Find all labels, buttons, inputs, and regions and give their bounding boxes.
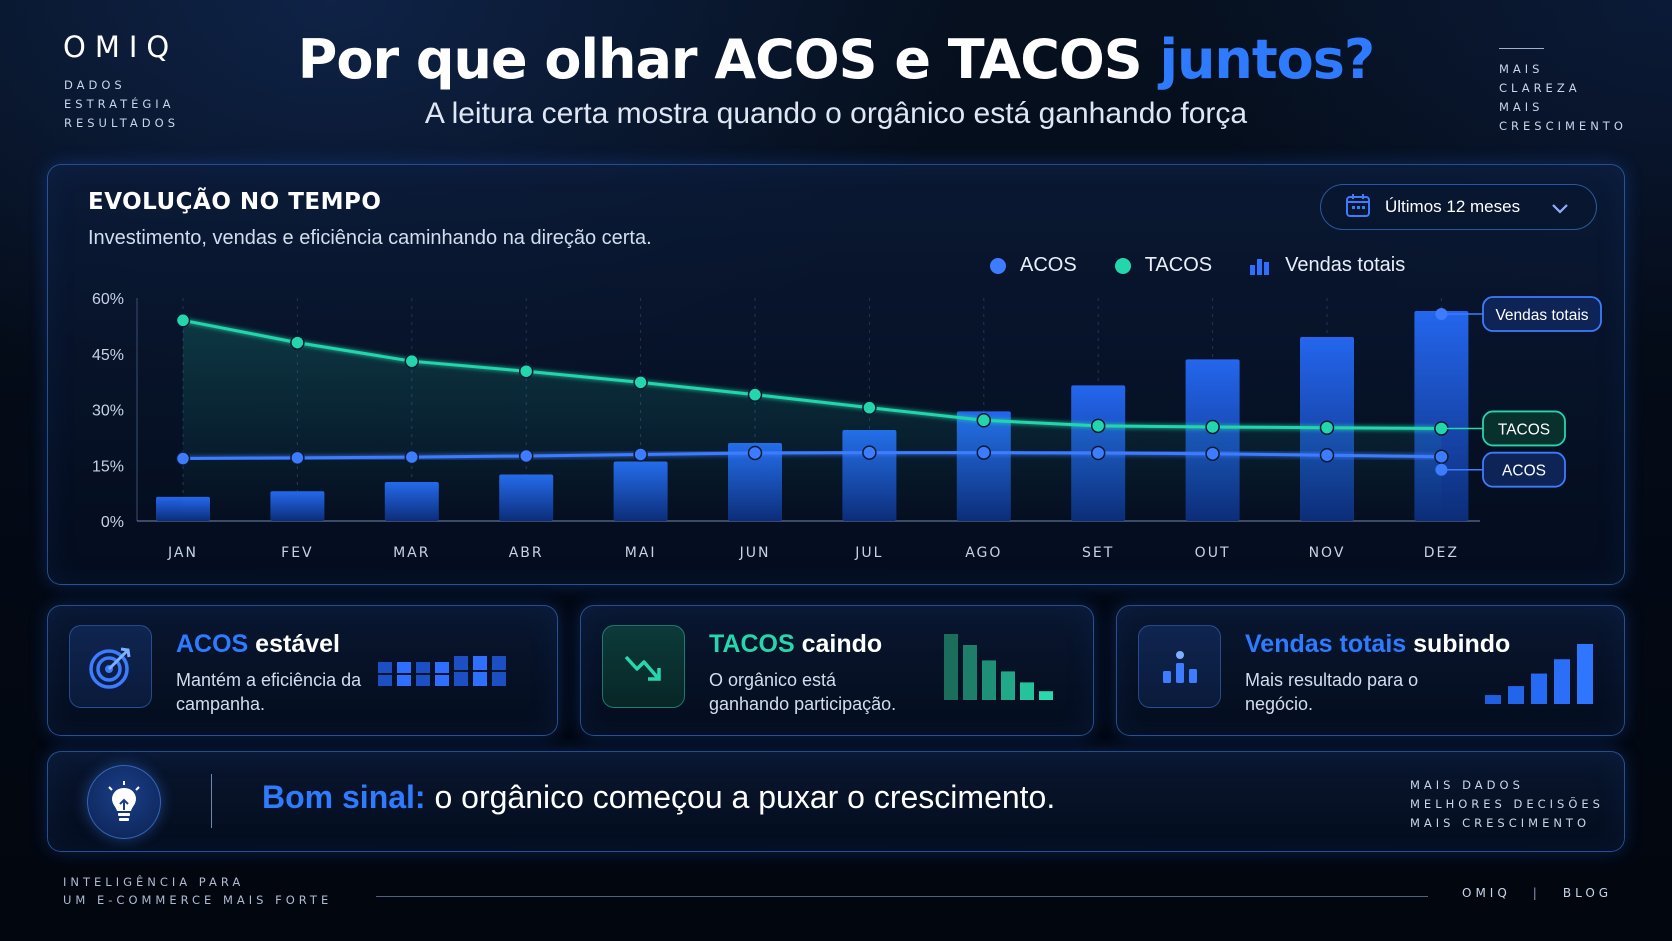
banner-tagline: MAIS DADOS MELHORES DECISÕES MAIS CRESCI… bbox=[1410, 776, 1604, 833]
card-acos: ACOS estável Mantém a eficiência da camp… bbox=[47, 605, 558, 736]
card-acos-title: ACOS estável bbox=[176, 630, 340, 659]
top-right-rule bbox=[1499, 48, 1544, 49]
footer-nav: OMIQ | BLOG bbox=[1462, 886, 1612, 900]
sparkline-bar bbox=[1508, 686, 1524, 704]
page-title: Por que olhar ACOS e TACOS juntos? bbox=[0, 28, 1672, 91]
card-sales: Vendas totais subindo Mais resultado par… bbox=[1116, 605, 1625, 736]
target-icon bbox=[69, 625, 152, 708]
card-sales-title-rest: subindo bbox=[1406, 630, 1511, 658]
legend-acos-dot bbox=[990, 257, 1006, 274]
card-acos-sparkline bbox=[378, 656, 506, 686]
card-tacos-sparkline bbox=[944, 634, 1053, 700]
sparkline-bar bbox=[944, 634, 958, 700]
banner-message: Bom sinal: o orgânico começou a puxar o … bbox=[262, 779, 1055, 816]
sparkline-bar bbox=[1039, 691, 1053, 700]
card-sales-title-hl: Vendas totais bbox=[1245, 630, 1407, 658]
sparkline-bar bbox=[963, 645, 977, 700]
page-title-main: Por que olhar ACOS e TACOS bbox=[297, 28, 1143, 91]
legend-item-acos[interactable]: ACOS bbox=[990, 254, 1077, 277]
footer-separator: | bbox=[1532, 886, 1541, 900]
brand-tagline: DADOS ESTRATÉGIA RESULTADOS bbox=[64, 76, 179, 133]
card-tacos-title-hl: TACOS bbox=[709, 630, 795, 658]
footer-tagline-line: INTELIGÊNCIA PARA bbox=[63, 875, 245, 889]
bar-chart-icon bbox=[1250, 257, 1271, 275]
card-sales-text: Mais resultado para o negócio. bbox=[1245, 670, 1419, 714]
footer-blog-link[interactable]: BLOG bbox=[1562, 886, 1613, 900]
page-subtitle: A leitura certa mostra quando o orgânico… bbox=[424, 97, 1248, 130]
sparkline-bar bbox=[1485, 695, 1501, 704]
brand-logo: OMIQ bbox=[63, 30, 179, 64]
banner-text: o orgânico começou a puxar o crescimento… bbox=[425, 779, 1056, 815]
legend-tacos-label: TACOS bbox=[1144, 254, 1213, 276]
brand-tagline-line: DADOS bbox=[64, 78, 126, 92]
sparkline-bar bbox=[1020, 682, 1034, 700]
sparkline-bar bbox=[1001, 671, 1015, 700]
footer-tagline-line: UM E-COMMERCE MAIS FORTE bbox=[63, 893, 333, 907]
footer-tagline: INTELIGÊNCIA PARA UM E-COMMERCE MAIS FOR… bbox=[63, 873, 332, 909]
brand-tagline-line: ESTRATÉGIA bbox=[64, 97, 175, 111]
top-right-line: MAIS bbox=[1499, 62, 1544, 76]
card-tacos: TACOS caindo O orgânico está ganhando pa… bbox=[580, 605, 1094, 736]
bar-chart-icon bbox=[1138, 625, 1221, 708]
top-right-line: CRESCIMENTO bbox=[1499, 119, 1627, 133]
period-dropdown[interactable]: Últimos 12 meses bbox=[1320, 184, 1597, 230]
sparkline-divider bbox=[473, 670, 487, 672]
banner-tagline-line: MAIS CRESCIMENTO bbox=[1410, 816, 1591, 830]
card-sales-sparkline bbox=[1485, 644, 1593, 704]
card-acos-title-hl: ACOS bbox=[176, 630, 249, 658]
card-sales-title: Vendas totais subindo bbox=[1245, 630, 1510, 659]
sparkline-divider bbox=[435, 673, 449, 675]
brand-tagline-line: RESULTADOS bbox=[64, 116, 180, 130]
banner-divider bbox=[211, 774, 212, 828]
sparkline-divider bbox=[378, 673, 392, 675]
lightbulb-icon bbox=[87, 765, 161, 839]
insight-banner: Bom sinal: o orgânico começou a puxar o … bbox=[47, 751, 1625, 852]
sparkline-bar bbox=[1554, 659, 1570, 704]
card-tacos-text: O orgânico está ganhando participação. bbox=[709, 670, 897, 714]
footer-rule bbox=[376, 896, 1428, 897]
sparkline-bar bbox=[982, 660, 996, 700]
footer-brand-link[interactable]: OMIQ bbox=[1462, 886, 1511, 900]
legend-acos-label: ACOS bbox=[1020, 254, 1077, 276]
sparkline-divider bbox=[454, 670, 468, 672]
sparkline-bar bbox=[1531, 673, 1547, 704]
banner-tagline-line: MAIS DADOS bbox=[1410, 778, 1524, 792]
page-title-accent: juntos? bbox=[1159, 28, 1375, 91]
sparkline-divider bbox=[416, 673, 430, 675]
top-right-tagline: MAIS CLAREZA MAIS CRESCIMENTO bbox=[1499, 60, 1627, 136]
chart-legend: ACOS TACOS Vendas totais bbox=[990, 254, 1443, 277]
sparkline-divider bbox=[492, 670, 506, 672]
banner-tagline-line: MELHORES DECISÕES bbox=[1410, 797, 1604, 811]
period-dropdown-label: Últimos 12 meses bbox=[1385, 197, 1521, 216]
legend-tacos-dot bbox=[1114, 257, 1131, 274]
legend-item-sales[interactable]: Vendas totais bbox=[1250, 254, 1405, 277]
card-acos-text: Mantém a eficiência da campanha. bbox=[176, 670, 362, 714]
chevron-down-icon bbox=[1550, 198, 1570, 222]
card-tacos-title-rest: caindo bbox=[794, 630, 883, 658]
legend-sales-label: Vendas totais bbox=[1285, 254, 1406, 276]
card-tacos-title: TACOS caindo bbox=[709, 630, 882, 659]
sparkline-divider bbox=[397, 673, 411, 675]
legend-item-tacos[interactable]: TACOS bbox=[1114, 254, 1213, 277]
chart-subtitle: Investimento, vendas e eficiência caminh… bbox=[88, 227, 652, 249]
banner-highlight: Bom sinal: bbox=[262, 779, 426, 815]
calendar-icon bbox=[1345, 192, 1371, 222]
sparkline-bar bbox=[1577, 644, 1593, 704]
top-right-line: CLAREZA bbox=[1499, 81, 1581, 95]
top-right-line: MAIS bbox=[1499, 100, 1544, 114]
chart-title: EVOLUÇÃO NO TEMPO bbox=[88, 189, 382, 215]
trend-down-icon bbox=[602, 625, 685, 708]
card-acos-title-rest: estável bbox=[248, 630, 340, 658]
